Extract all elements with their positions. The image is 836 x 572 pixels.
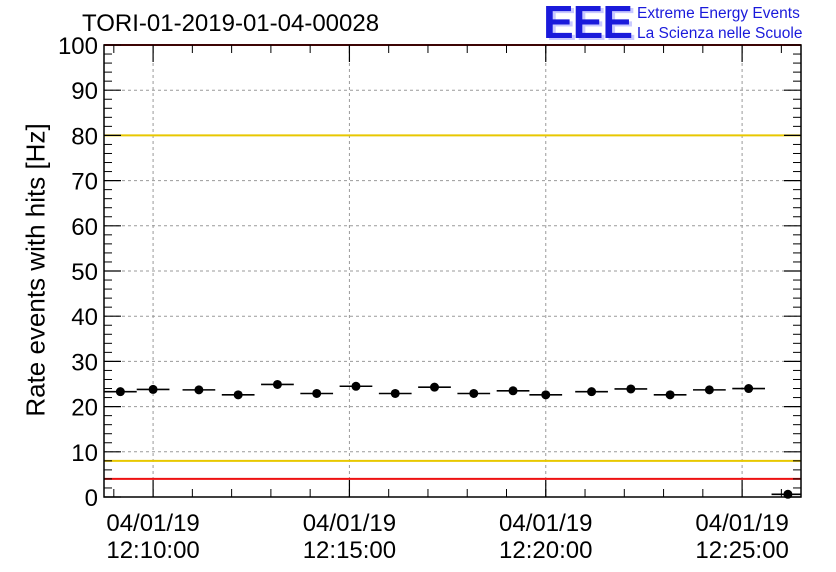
x-tick-label-time: 12:15:00: [303, 537, 396, 564]
data-point: [469, 388, 479, 398]
data-point: [704, 385, 714, 395]
y-tick-label: 100: [58, 33, 98, 60]
y-tick-label: 90: [71, 78, 98, 105]
reference-lines: [104, 44, 801, 480]
x-tick-label-time: 12:20:00: [499, 537, 592, 564]
data-point: [194, 385, 204, 395]
eee-logo: EEE EEE: [543, 0, 636, 46]
logo-line-2: La Scienza nelle Scuole: [637, 24, 803, 42]
x-tick-label-date: 04/01/19: [499, 510, 592, 537]
logo-line-1: Extreme Energy Events: [637, 5, 800, 22]
chart-title: TORI-01-2019-01-04-00028: [82, 10, 380, 37]
y-tick-label: 60: [71, 214, 98, 241]
data-point: [744, 384, 754, 394]
data-point: [783, 489, 793, 499]
y-tick-label: 30: [71, 349, 98, 376]
data-point: [508, 386, 518, 396]
eee-logo-mark: EEE: [546, 0, 635, 46]
data-point: [587, 387, 597, 397]
y-tick-label: 20: [71, 395, 98, 422]
data-point: [272, 379, 282, 389]
data-point: [233, 390, 243, 400]
data-point: [115, 387, 125, 397]
x-tick-label-date: 04/01/19: [106, 510, 199, 537]
y-axis-label: Rate events with hits [Hz]: [20, 123, 51, 417]
y-tick-label: 10: [71, 440, 98, 467]
y-tick-label: 50: [71, 259, 98, 286]
x-tick-label-time: 12:25:00: [695, 537, 788, 564]
data-series: [104, 379, 801, 499]
x-tick-label-date: 04/01/19: [303, 510, 396, 537]
y-tick-label: 70: [71, 169, 98, 196]
data-point: [312, 388, 322, 398]
y-axis: 0 10 20 30 40 50 60 70 80 90 100: [58, 33, 801, 512]
data-point: [430, 382, 440, 392]
data-point: [390, 388, 400, 398]
data-point: [626, 384, 636, 394]
grid-lines: [104, 45, 801, 497]
data-point: [148, 384, 158, 394]
data-point: [351, 381, 361, 391]
data-point: [541, 390, 551, 400]
x-axis: 04/01/1912:10:0004/01/1912:15:0004/01/19…: [106, 45, 789, 564]
y-tick-label: 80: [71, 123, 98, 150]
x-tick-label-time: 12:10:00: [106, 537, 199, 564]
eee-logo-mark-front: EEE: [543, 0, 632, 46]
y-tick-label: 40: [71, 304, 98, 331]
x-tick-label-date: 04/01/19: [695, 510, 788, 537]
y-tick-label: 0: [85, 485, 98, 512]
data-point: [665, 390, 675, 400]
logo-caption: Extreme Energy Events La Scienza nelle S…: [637, 4, 802, 43]
